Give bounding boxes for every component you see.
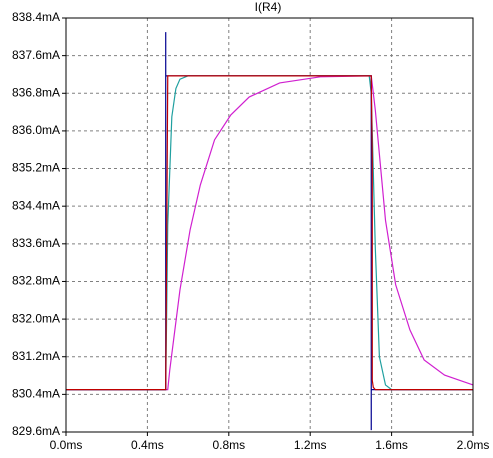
y-tick-label: 832.8mA <box>12 274 60 288</box>
series-line <box>66 75 474 391</box>
y-tick-label: 831.2mA <box>12 349 60 363</box>
x-tick-label: 1.6ms <box>375 438 408 452</box>
y-tick-label: 838.4mA <box>12 10 60 24</box>
x-tick-label: 0.8ms <box>212 438 245 452</box>
chart-title: I(R4) <box>255 0 282 14</box>
x-tick-label: 0.0ms <box>50 438 83 452</box>
y-tick-label: 836.8mA <box>12 85 60 99</box>
y-tick-label: 835.2mA <box>12 161 60 175</box>
series-line <box>66 75 473 391</box>
y-tick-label: 832.0mA <box>12 311 60 325</box>
y-tick-label: 837.6mA <box>12 48 60 62</box>
plot-frame <box>65 17 474 433</box>
y-tick-label: 834.4mA <box>12 198 60 212</box>
x-tick-label: 2.0ms <box>457 438 490 452</box>
y-tick-label: 833.6mA <box>12 236 60 250</box>
y-tick-label: 836.0mA <box>12 123 60 137</box>
x-tick-label: 1.2ms <box>294 438 327 452</box>
y-tick-label: 830.4mA <box>12 387 60 401</box>
x-tick-label: 0.4ms <box>131 438 164 452</box>
y-tick-label: 829.6mA <box>12 424 60 438</box>
